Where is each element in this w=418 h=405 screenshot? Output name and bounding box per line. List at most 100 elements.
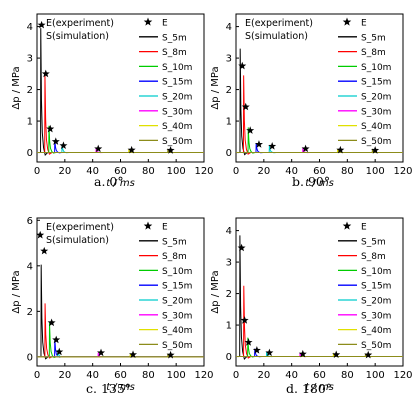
y-tick-label: 0	[226, 148, 232, 159]
x-tick-label: 80	[142, 166, 155, 177]
y-tick-label: 3	[226, 54, 232, 65]
legend-label: E	[162, 223, 168, 233]
experiment-point	[59, 141, 68, 150]
y-tick-label: 4	[27, 22, 33, 33]
y-tick-label: 2	[27, 85, 33, 96]
legend-marker	[342, 221, 352, 230]
experiment-point	[268, 142, 277, 150]
legend-label: S_15m	[162, 282, 192, 292]
series-line-S_5m	[37, 264, 204, 360]
x-tick-label: 120	[393, 166, 412, 177]
x-tick-label: 120	[393, 370, 412, 381]
x-axis-title: t / ms	[106, 382, 135, 393]
y-tick-label: 0	[27, 148, 33, 159]
x-axis-title: t / ms	[106, 178, 135, 189]
legend-label: S_40m	[361, 122, 391, 132]
chart-panel-c: 0 20 40 60 80 100 120 0 2 4 6 t / ms Δp / MPa E(exper…	[11, 216, 214, 396]
experiment-point	[46, 124, 55, 133]
experiment-point	[52, 335, 61, 344]
x-tick-label: 20	[58, 370, 71, 381]
x-tick-label: 80	[142, 370, 155, 381]
experiment-point	[301, 144, 310, 153]
legend-label: S_20m	[162, 297, 192, 307]
series-line-S_5m	[236, 235, 403, 360]
x-tick-label: 0	[34, 166, 40, 177]
experiment-point	[238, 61, 247, 70]
experiment-point	[97, 348, 106, 357]
experiment-point	[55, 347, 64, 356]
y-tick-label: 4	[226, 22, 232, 33]
legend-label: S_5m	[361, 237, 386, 247]
x-tick-label: 120	[194, 166, 213, 177]
x-tick-label: 100	[167, 370, 186, 381]
experiment-point	[129, 350, 138, 359]
note-text: E(experiment)	[46, 222, 114, 233]
x-tick-label: 100	[167, 166, 186, 177]
x-tick-label: 20	[257, 166, 270, 177]
figure-caption: b. 90°	[292, 174, 330, 189]
figure-caption: c. 135°	[86, 381, 131, 396]
chart-panel-b: 0 20 40 60 80 100 120 0 1 2 3 4 t / ms Δp / MPa E(expe…	[210, 13, 413, 189]
experiment-point	[51, 137, 60, 145]
experiment-point	[265, 348, 274, 357]
legend-label: S_30m	[361, 107, 391, 117]
note-text: S(simulation)	[245, 31, 308, 42]
legend-label: S_8m	[361, 48, 386, 58]
x-tick-label: 0	[34, 370, 40, 381]
legend-label: S_10m	[162, 267, 192, 277]
experiment-point	[241, 102, 250, 111]
figure-caption: d. 180°	[286, 381, 332, 396]
legend-label: S_8m	[162, 48, 187, 58]
legend-label: S_5m	[361, 33, 386, 43]
series-line-S_30m	[37, 352, 204, 358]
x-tick-label: 20	[257, 370, 270, 381]
experiment-point	[237, 243, 246, 252]
x-axis-title: t / ms	[305, 178, 334, 189]
y-axis-title: Δp / MPa	[210, 270, 221, 313]
x-tick-label: 80	[341, 370, 354, 381]
experiment-point	[244, 338, 253, 346]
y-tick-label: 2	[226, 85, 232, 96]
legend-label: S_15m	[361, 78, 391, 88]
x-tick-label: 0	[233, 370, 239, 381]
experiment-point	[166, 146, 175, 154]
y-tick-label: 2	[226, 289, 232, 300]
legend-label: S_8m	[361, 252, 386, 262]
legend-label: S_20m	[162, 93, 192, 103]
experiment-point	[254, 140, 263, 148]
chart-panel-d: 0 20 40 60 80 100 120 0 1 2 3 4 t / ms Δp / MPa E S_5m S…	[210, 217, 413, 396]
x-tick-label: 60	[313, 166, 326, 177]
x-tick-label: 0	[233, 166, 239, 177]
series-line-S_50m	[236, 353, 403, 358]
experiment-point	[252, 346, 261, 354]
series-line-S_30m	[236, 148, 403, 154]
experiment-point	[246, 126, 255, 134]
note-text: E(experiment)	[245, 18, 313, 29]
experiment-point	[166, 350, 175, 359]
series-line-S_50m	[236, 148, 403, 154]
series-line-S_5m	[236, 48, 403, 156]
legend-label: S_20m	[361, 93, 391, 103]
experiment-point	[240, 316, 249, 324]
series-line-S_8m	[236, 75, 403, 155]
legend-label: S_5m	[162, 237, 187, 247]
y-tick-label: 4	[226, 226, 232, 237]
legend-label: S_50m	[361, 341, 391, 351]
x-tick-label: 100	[366, 370, 385, 381]
legend-label: S_40m	[361, 326, 391, 336]
experiment-point	[40, 246, 49, 255]
note-text: S(simulation)	[46, 31, 109, 42]
legend-label: S_40m	[162, 122, 192, 132]
legend-marker	[143, 17, 153, 26]
legend-marker	[342, 17, 352, 26]
experiment-point	[127, 145, 136, 154]
y-tick-label: 1	[226, 321, 232, 332]
figure-caption: a. 0°	[94, 174, 124, 189]
legend-label: S_50m	[361, 137, 391, 147]
legend-label: S_30m	[162, 311, 192, 321]
legend-label: S_30m	[361, 311, 391, 321]
y-axis-title: Δp / MPa	[210, 66, 221, 109]
legend-label: S_20m	[361, 297, 391, 307]
x-tick-label: 40	[285, 166, 298, 177]
